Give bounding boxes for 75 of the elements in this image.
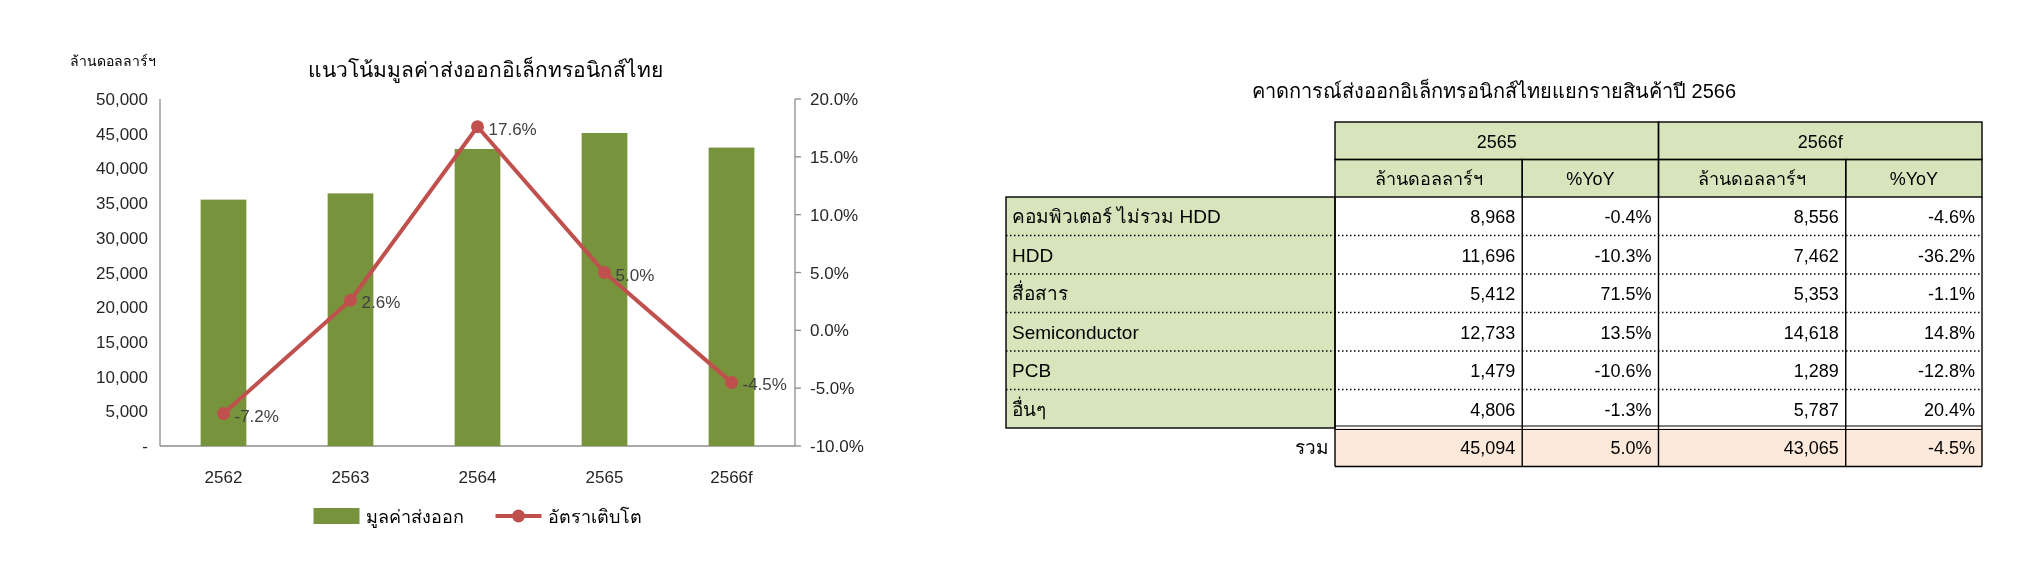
cell: 5.0%: [1610, 438, 1652, 459]
cell: 4,806: [1470, 399, 1516, 420]
cell: 14,618: [1783, 322, 1839, 343]
y-tick-label: 50,000: [96, 90, 148, 109]
y-tick-label: 30,000: [96, 228, 148, 248]
chart-title: แนวโน้มมูลค่าส่งออกอิเล็กทรอนิกส์ไทย: [308, 56, 663, 83]
point: [217, 407, 230, 421]
text: 2566f: [1797, 131, 1843, 152]
y-tick-label: 40,000: [96, 159, 148, 179]
cell: 71.5%: [1600, 284, 1652, 305]
cell: 5,412: [1470, 284, 1516, 305]
cell: 20.4%: [1923, 399, 1975, 420]
point: [471, 120, 484, 134]
category-label: ล้านดอลลาร์ฯ: [1698, 169, 1807, 190]
x-tick-label: 2564: [458, 468, 497, 487]
y-tick-label: 45,000: [96, 124, 148, 144]
y-tick-label: 15,000: [96, 332, 148, 352]
y2-tick-label: 0.0%: [810, 321, 849, 341]
row-label: อื่นๆ: [1012, 398, 1046, 420]
category-label: ล้านดอลลาร์ฯ: [1374, 169, 1483, 190]
cell: 8,556: [1793, 207, 1839, 228]
x-tick-label: 2566f: [710, 468, 754, 487]
cell: 11,696: [1461, 245, 1516, 266]
cell: -36.2%: [1917, 245, 1975, 266]
y-tick-label: 10,000: [96, 367, 148, 387]
cell: -4.5%: [1927, 438, 1975, 459]
legend-label: มูลค่าส่งออก: [365, 507, 464, 528]
y-axis-title: ล้านดอลลาร์ฯ: [70, 53, 156, 69]
cell: -12.8%: [1917, 361, 1975, 382]
row-label: HDD: [1012, 244, 1054, 266]
cell: -1.3%: [1604, 399, 1652, 420]
y-tick-label: -: [142, 437, 148, 456]
cell: 8,968: [1470, 207, 1516, 228]
cell: 5,353: [1793, 284, 1839, 305]
cell: 7,462: [1793, 245, 1839, 266]
cell: -0.4%: [1604, 207, 1652, 228]
row-label: คอมพิวเตอร์ ไม่รวม HDD: [1012, 206, 1221, 228]
point: [598, 266, 611, 279]
legend-label: อัตราเติบโต: [547, 506, 642, 527]
category-label: %YoY: [1889, 169, 1939, 190]
bar: [454, 148, 501, 446]
y2-tick-label: 5.0%: [810, 263, 849, 283]
row-label: Semiconductor: [1012, 321, 1139, 343]
text: คาดการณ์ส่งออกอิเล็กทรอนิกส์ไทยแยกรายสินค้าปี 2566: [1251, 78, 1737, 102]
y2-tick-label: 10.0%: [810, 205, 859, 225]
cell: 13.5%: [1600, 322, 1652, 343]
text: 2565: [1476, 131, 1517, 152]
cell: 1,479: [1470, 361, 1516, 382]
x-tick-label: 2562: [204, 468, 243, 487]
y2-tick-label: -10.0%: [810, 437, 864, 456]
category-label: %YoY: [1566, 169, 1615, 190]
y-tick-label: 5,000: [105, 402, 148, 422]
row-label: รวม: [1295, 437, 1329, 459]
cell: -4.6%: [1927, 207, 1975, 228]
cell: 45,094: [1460, 438, 1516, 459]
cell: 12,733: [1460, 322, 1516, 343]
row-label: PCB: [1012, 360, 1052, 382]
y2-tick-label: -5.0%: [810, 379, 855, 399]
cell: -10.3%: [1594, 245, 1652, 266]
point: [344, 293, 357, 307]
x-tick-label: 2565: [585, 468, 624, 487]
cell: 5,787: [1793, 399, 1839, 420]
cell: 43,065: [1783, 438, 1839, 459]
point: [725, 375, 738, 389]
cell: -1.1%: [1927, 284, 1975, 305]
y-tick-label: 20,000: [96, 298, 148, 318]
y-tick-label: 35,000: [96, 194, 148, 214]
cell: 1,289: [1793, 361, 1839, 382]
y2-tick-label: 20.0%: [810, 90, 859, 109]
cell: 14.8%: [1923, 322, 1975, 343]
x-tick-label: 2563: [331, 468, 370, 487]
cell: -10.6%: [1594, 361, 1652, 382]
y-tick-label: 25,000: [96, 263, 148, 283]
data-label: 17.6%: [488, 119, 537, 139]
y2-tick-label: 15.0%: [810, 147, 859, 167]
